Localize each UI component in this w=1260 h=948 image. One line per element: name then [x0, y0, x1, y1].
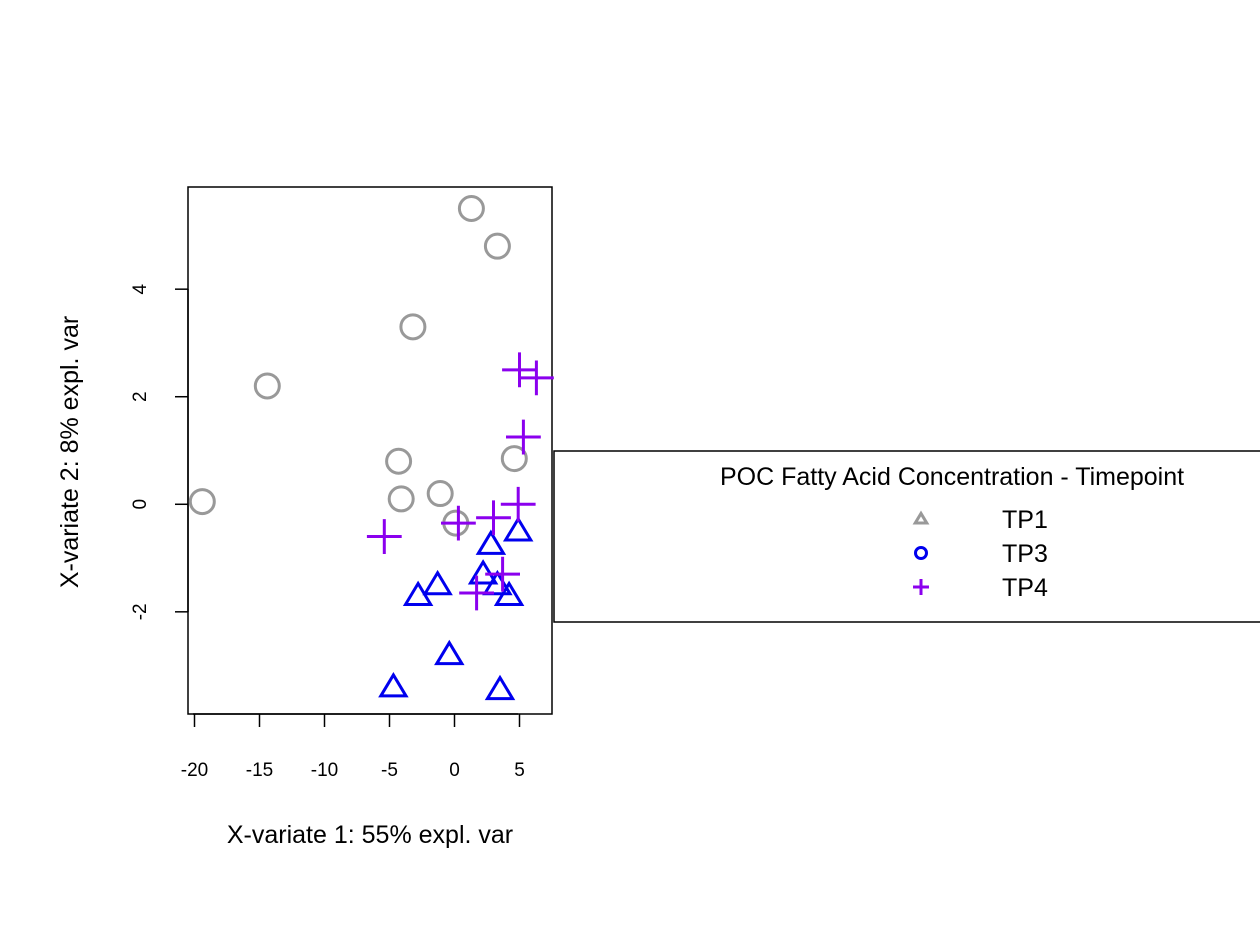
data-point-triangle [493, 580, 525, 607]
x-tick-label: -10 [311, 760, 338, 781]
data-point-circle [483, 232, 511, 260]
data-point-circle [500, 445, 528, 473]
y-tick-label: 2 [130, 391, 151, 402]
data-point-plus [502, 352, 537, 388]
x-axis-title: X-variate 1: 55% expl. var [227, 821, 513, 849]
legend-marker-plus [913, 579, 929, 595]
legend-marker-circle [914, 546, 928, 560]
data-point-circle [426, 480, 454, 508]
legend-box [553, 450, 1260, 623]
data-point-circle [253, 372, 281, 400]
data-point-plus [519, 360, 554, 396]
legend-label: TP4 [1002, 574, 1048, 602]
data-point-triangle [484, 674, 516, 701]
data-point-circle [385, 447, 413, 475]
legend-marker-triangle [912, 510, 930, 525]
x-axis: -20 -15 -10 -5 0 5 [181, 713, 525, 781]
legend-label: TP3 [1002, 540, 1048, 568]
x-tick-label: -15 [246, 760, 273, 781]
plot-frame [187, 186, 553, 715]
legend-entries: TP1 TP3 TP4 [912, 506, 1048, 602]
x-tick-label: 5 [514, 760, 525, 781]
data-point-triangle [378, 672, 409, 698]
x-tick-label: -20 [181, 760, 208, 781]
data-point-triangle [502, 516, 534, 542]
data-point-circle [387, 485, 415, 513]
y-axis-title: X-variate 2: 8% expl. var [56, 316, 84, 588]
data-point-triangle [467, 559, 499, 585]
data-point-triangle [475, 529, 507, 555]
legend-title: POC Fatty Acid Concentration - Timepoint [720, 463, 1184, 491]
data-point-triangle [422, 569, 453, 596]
data-points [188, 195, 554, 701]
data-point-circle [399, 313, 427, 341]
x-tick-label: 0 [449, 760, 460, 781]
y-tick-label: -2 [130, 603, 151, 620]
data-point-plus [485, 556, 520, 592]
y-tick-label: 0 [130, 499, 151, 510]
data-point-plus [366, 519, 402, 554]
y-axis: -2 0 2 4 [130, 283, 189, 620]
data-point-plus [441, 505, 476, 541]
data-point-plus [506, 419, 541, 455]
data-point-plus [476, 500, 511, 536]
y-tick-label: 4 [130, 283, 151, 294]
data-point-plus [500, 486, 536, 522]
data-point-triangle [402, 580, 434, 607]
data-point-circle [188, 488, 216, 516]
x-tick-label: -5 [381, 760, 398, 781]
data-point-triangle [434, 639, 465, 666]
data-point-plus [459, 575, 494, 611]
data-point-circle [457, 195, 485, 223]
legend-label: TP1 [1002, 506, 1048, 534]
